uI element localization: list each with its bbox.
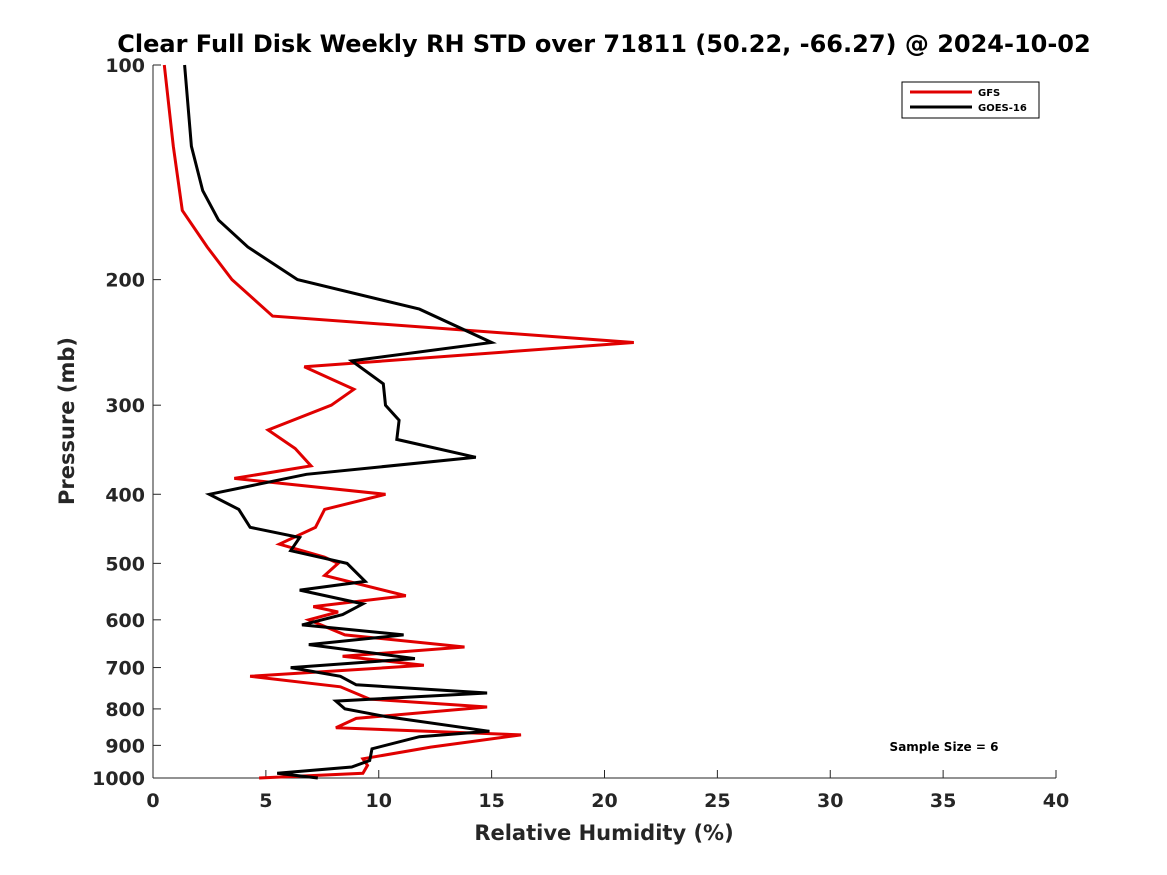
x-tick-label: 5 [259,790,272,812]
x-axis-label: Relative Humidity (%) [474,821,733,845]
y-tick-label: 800 [105,699,145,721]
y-tick-label: 600 [105,610,145,632]
y-tick-label: 900 [105,735,145,757]
legend-label: GOES-16 [978,103,1027,114]
x-tick-label: 35 [930,790,956,812]
series-lines [162,64,634,780]
series-line-goes-16 [183,64,497,780]
y-tick-label: 200 [105,270,145,292]
y-tick-label: 400 [105,484,145,506]
x-tick-label: 25 [704,790,730,812]
y-axis-ticks: 100 200 300 400 500 600 700 800 900 1000 [92,55,161,790]
legend-label: GFS [978,88,1000,99]
y-tick-label: 500 [105,553,145,575]
sample-size-annotation: Sample Size = 6 [890,740,999,754]
x-tick-label: 20 [591,790,617,812]
x-tick-label: 30 [817,790,843,812]
series-line-gfs [162,64,634,780]
x-tick-label: 10 [366,790,392,812]
legend: GFS GOES-16 [901,81,1040,119]
x-axis-ticks: 0 5 10 15 20 25 30 35 40 [146,770,1069,812]
chart-title: Clear Full Disk Weekly RH STD over 71811… [117,30,1090,58]
x-tick-label: 15 [478,790,504,812]
x-tick-label: 0 [146,790,159,812]
y-tick-label: 1000 [92,768,145,790]
legend-box [901,81,1040,119]
y-tick-label: 700 [105,658,145,680]
y-axis-label: Pressure (mb) [55,337,79,505]
y-tick-label: 300 [105,395,145,417]
y-tick-label: 100 [105,55,145,77]
plot-area [153,65,1056,778]
x-tick-label: 40 [1043,790,1069,812]
